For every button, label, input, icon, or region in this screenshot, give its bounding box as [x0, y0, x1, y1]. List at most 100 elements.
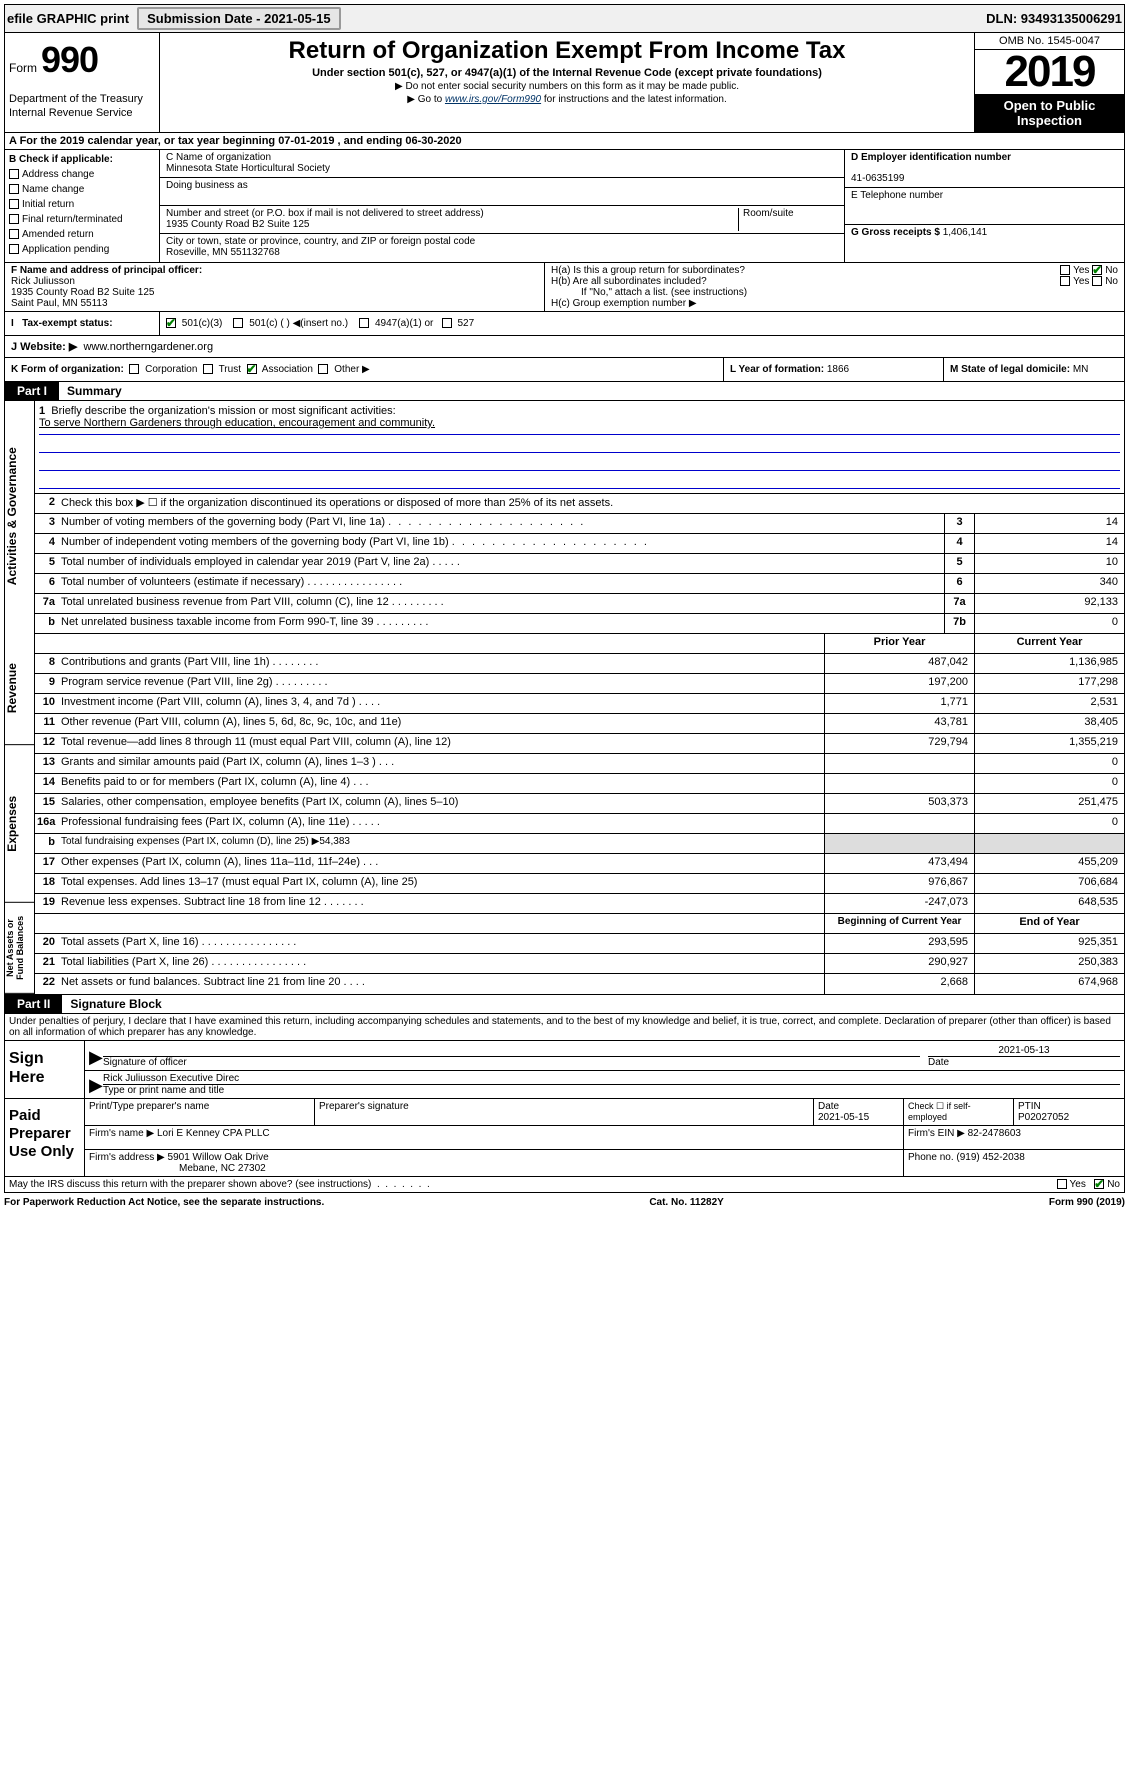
val-3: 14	[974, 514, 1124, 533]
addr-label: Number and street (or P.O. box if mail i…	[166, 208, 738, 219]
addr-value: 1935 County Road B2 Suite 125	[166, 219, 738, 230]
form-footer: Form 990 (2019)	[1049, 1197, 1125, 1208]
ha-yes[interactable]	[1060, 265, 1070, 275]
submission-date-button[interactable]: Submission Date - 2021-05-15	[137, 7, 341, 30]
date-label: Date	[928, 1057, 1120, 1068]
summary-table: Activities & Governance Revenue Expenses…	[4, 401, 1125, 995]
hb-yes[interactable]	[1060, 276, 1070, 286]
sig-date: 2021-05-13	[928, 1045, 1120, 1057]
section-f: F Name and address of principal officer:…	[5, 263, 545, 311]
val-5: 10	[974, 554, 1124, 573]
discuss-yes[interactable]	[1057, 1179, 1067, 1189]
form-title: Return of Organization Exempt From Incom…	[168, 37, 966, 65]
hb-no[interactable]	[1092, 276, 1102, 286]
part-ii-title: Signature Block	[62, 995, 169, 1013]
checkbox-name-change[interactable]	[9, 184, 19, 194]
section-h: H(a) Is this a group return for subordin…	[545, 263, 1124, 311]
ein-value: 41-0635199	[851, 173, 1118, 184]
firm-addr2: Mebane, NC 27302	[89, 1163, 266, 1174]
discuss-no[interactable]	[1094, 1179, 1104, 1189]
header-sub1: Under section 501(c), 527, or 4947(a)(1)…	[168, 67, 966, 79]
type-name-label: Type or print name and title	[103, 1085, 1120, 1096]
checkbox-final-return[interactable]	[9, 214, 19, 224]
checkbox-application-pending[interactable]	[9, 244, 19, 254]
checkbox-initial-return[interactable]	[9, 199, 19, 209]
discuss-row: May the IRS discuss this return with the…	[4, 1177, 1125, 1193]
officer-addr2: Saint Paul, MN 55113	[11, 298, 538, 309]
mission-text: To serve Northern Gardeners through educ…	[39, 417, 1120, 435]
gross-receipts-value: 1,406,141	[943, 227, 988, 238]
checkbox-527[interactable]	[442, 318, 452, 328]
checkbox-501c[interactable]	[233, 318, 243, 328]
hb-note: If "No," attach a list. (see instruction…	[551, 287, 1118, 298]
ha-label: H(a) Is this a group return for subordin…	[551, 265, 745, 276]
org-name-label: C Name of organization	[166, 152, 838, 163]
form-label: Form	[9, 61, 37, 77]
section-i: I Tax-exempt status: 501(c)(3) 501(c) ( …	[4, 312, 1125, 336]
section-bcde: B Check if applicable: Address change Na…	[4, 150, 1125, 263]
checkbox-4947[interactable]	[359, 318, 369, 328]
checkbox-assoc[interactable]	[247, 364, 257, 374]
prep-name-header: Print/Type preparer's name	[85, 1099, 315, 1125]
ha-no[interactable]	[1092, 265, 1102, 275]
val-7b: 0	[974, 614, 1124, 633]
city-label: City or town, state or province, country…	[166, 236, 838, 247]
officer-name-title: Rick Juliusson Executive Direc	[103, 1073, 1120, 1085]
tax-year: 2019	[975, 50, 1124, 94]
officer-label: F Name and address of principal officer:	[11, 265, 538, 276]
arrow-icon: ▶	[89, 1075, 103, 1096]
ein-label: D Employer identification number	[851, 152, 1118, 163]
checkbox-trust[interactable]	[203, 364, 213, 374]
paid-preparer-label: Paid Preparer Use Only	[5, 1099, 85, 1176]
section-c: C Name of organization Minnesota State H…	[160, 150, 844, 262]
checkbox-other[interactable]	[318, 364, 328, 374]
section-de: D Employer identification number 41-0635…	[844, 150, 1124, 262]
self-employed-check[interactable]: Check ☐ if self-employed	[904, 1099, 1014, 1125]
hb-label: H(b) Are all subordinates included?	[551, 276, 707, 287]
sig-officer-label: Signature of officer	[103, 1057, 920, 1068]
firm-name: Lori E Kenney CPA PLLC	[157, 1128, 270, 1139]
room-label: Room/suite	[738, 208, 838, 231]
header-left: Form 990 Department of the Treasury Inte…	[5, 33, 160, 132]
instructions-link[interactable]: www.irs.gov/Form990	[445, 94, 541, 105]
vtab-revenue: Revenue	[5, 632, 35, 745]
sign-here-label: Sign Here	[5, 1041, 85, 1098]
section-fh: F Name and address of principal officer:…	[4, 263, 1125, 312]
city-value: Roseville, MN 551132768	[166, 247, 838, 258]
hc-label: H(c) Group exemption number ▶	[551, 298, 1118, 309]
part-i-title: Summary	[59, 382, 130, 400]
dln-label: DLN: 93493135006291	[986, 11, 1122, 26]
vtab-net-assets: Net Assets or Fund Balances	[5, 903, 35, 994]
checkbox-address-change[interactable]	[9, 169, 19, 179]
sec-b-title: B Check if applicable:	[9, 152, 155, 167]
header-right: OMB No. 1545-0047 2019 Open to Public In…	[974, 33, 1124, 132]
gross-receipts-label: G Gross receipts $	[851, 227, 940, 238]
val-6: 340	[974, 574, 1124, 593]
footer-row: For Paperwork Reduction Act Notice, see …	[4, 1193, 1125, 1212]
efile-label[interactable]: efile GRAPHIC print	[7, 11, 129, 26]
form-header: Form 990 Department of the Treasury Inte…	[4, 33, 1125, 133]
prep-sig-header: Preparer's signature	[315, 1099, 814, 1125]
period-row: A For the 2019 calendar year, or tax yea…	[4, 133, 1125, 150]
form-number: 990	[41, 37, 98, 84]
checkbox-corp[interactable]	[129, 364, 139, 374]
val-7a: 92,133	[974, 594, 1124, 613]
part-ii-header: Part II Signature Block	[4, 995, 1125, 1014]
header-center: Return of Organization Exempt From Incom…	[160, 33, 974, 132]
year-formation: 1866	[827, 364, 849, 375]
header-sub2: ▶ Do not enter social security numbers o…	[168, 81, 966, 92]
part-i-header: Part I Summary	[4, 382, 1125, 401]
checkbox-amended-return[interactable]	[9, 229, 19, 239]
paid-preparer-block: Paid Preparer Use Only Print/Type prepar…	[4, 1099, 1125, 1177]
part-i-tab: Part I	[5, 382, 59, 400]
ptin-value: P02027052	[1018, 1112, 1120, 1123]
website-value: www.northerngardener.org	[83, 341, 213, 353]
firm-phone: (919) 452-2038	[956, 1152, 1024, 1163]
val-4: 14	[974, 534, 1124, 553]
org-name: Minnesota State Horticultural Society	[166, 163, 838, 174]
checkbox-501c3[interactable]	[166, 318, 176, 328]
dba-label: Doing business as	[166, 180, 838, 191]
state-domicile: MN	[1073, 364, 1089, 375]
section-j: J Website: ▶ www.northerngardener.org	[4, 336, 1125, 358]
firm-ein: 82-2478603	[968, 1128, 1021, 1139]
